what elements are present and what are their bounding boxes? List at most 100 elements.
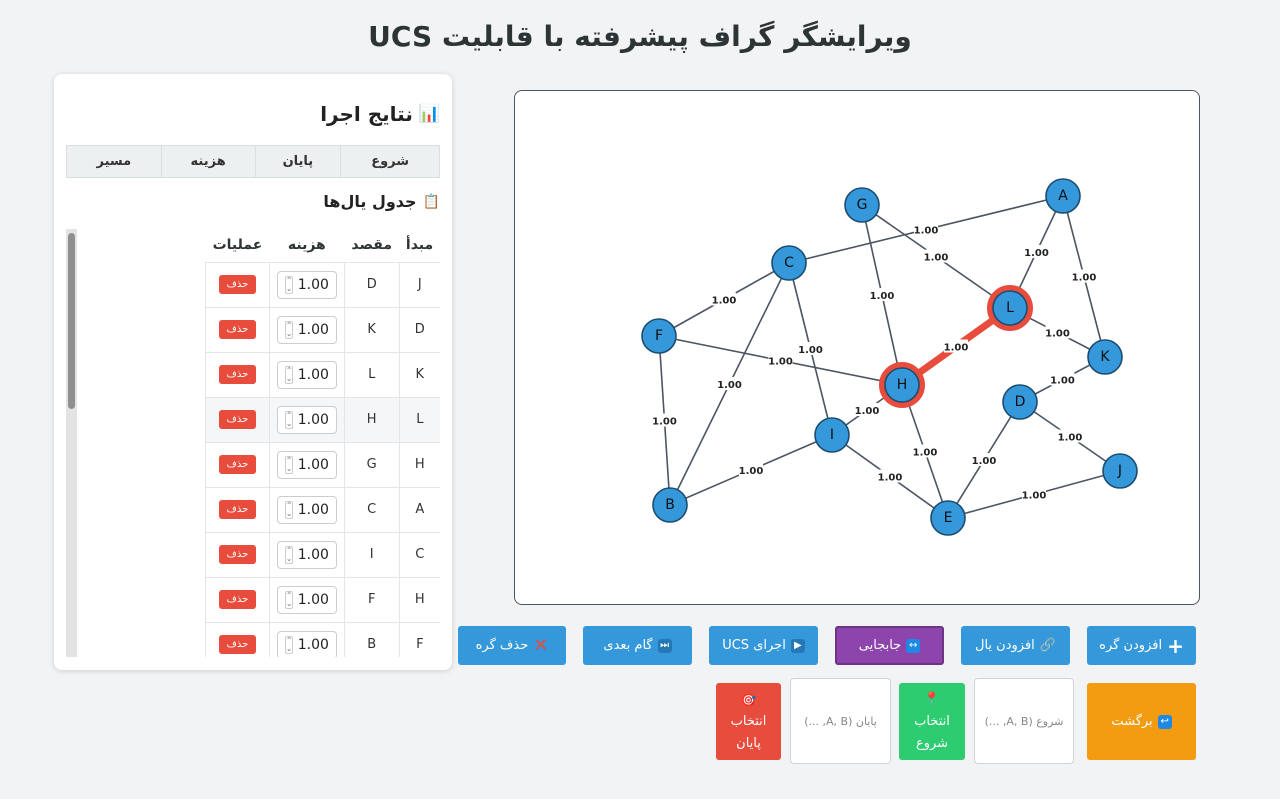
start-node-input[interactable]	[974, 678, 1074, 764]
edge-cost-label: 1.00	[1058, 433, 1083, 444]
add-edge-label: افزودن یال	[975, 638, 1035, 653]
edge-actions-cell: حذف	[205, 396, 270, 442]
select-end-button[interactable]: 🎯 انتخاب پایان	[716, 683, 781, 760]
edge-label-background	[739, 463, 763, 476]
edge-to-cell: I	[343, 531, 400, 577]
node-A[interactable]: A	[1045, 178, 1081, 214]
results-col-end: پایان	[254, 145, 342, 178]
edge-to-cell: D	[343, 261, 400, 307]
edge-to-cell: L	[343, 351, 400, 397]
graph-edge-labels: 1.00 1.00 1.00 1.00 1.00 1.00 1.00 1.00 1.00 1.00…	[652, 222, 1096, 502]
edge-cost-label: 1.00	[1022, 491, 1047, 502]
results-title: 📊 نتایج اجرا	[320, 102, 440, 126]
node-circle[interactable]	[814, 417, 850, 453]
spinner-icon[interactable]: ⌃ ⌄	[284, 590, 293, 609]
node-F[interactable]: F	[641, 318, 677, 354]
edge-cost-input[interactable]: ⌃ ⌄ 1.00	[276, 315, 337, 344]
node-J[interactable]: J	[1102, 453, 1138, 489]
spinner-icon[interactable]: ⌃ ⌄	[284, 500, 293, 519]
edge-cost-label: 1.00	[972, 456, 997, 467]
spinner-icon[interactable]: ⌃ ⌄	[284, 320, 293, 339]
node-K[interactable]: K	[1087, 339, 1123, 375]
node-circle[interactable]	[771, 245, 807, 281]
node-label: J	[1117, 463, 1122, 479]
undo-label: برگشت	[1111, 714, 1153, 729]
edge-label-background	[712, 292, 736, 306]
node-circle[interactable]	[641, 318, 677, 354]
edge-cost-input[interactable]: ⌃ ⌄ 1.00	[276, 360, 337, 389]
edges-col-to: مقصد	[344, 229, 400, 263]
delete-edge-button[interactable]: حذف	[218, 545, 257, 564]
node-circle[interactable]	[992, 290, 1028, 326]
node-circle[interactable]	[1102, 453, 1138, 489]
spinner-icon[interactable]: ⌃ ⌄	[284, 365, 293, 384]
edge-cost-input[interactable]: ⌃ ⌄ 1.00	[276, 495, 337, 524]
delete-edge-button[interactable]: حذف	[218, 455, 257, 474]
add-node-button[interactable]: + افزودن گره	[1087, 626, 1196, 665]
delete-edge-button[interactable]: حذف	[218, 500, 257, 519]
node-circle[interactable]	[1087, 339, 1123, 375]
node-I[interactable]: I	[814, 417, 850, 453]
node-label: I	[830, 427, 834, 443]
spinner-icon[interactable]: ⌃ ⌄	[284, 635, 293, 654]
end-node-input[interactable]	[790, 678, 891, 764]
edge-cost-label: 1.00	[855, 406, 880, 417]
edge-cost-value: 1.00	[297, 276, 329, 293]
node-E[interactable]: E	[930, 500, 966, 536]
node-circle[interactable]	[884, 367, 920, 403]
delete-edge-button[interactable]: حذف	[218, 275, 257, 294]
spinner-icon[interactable]: ⌃ ⌄	[284, 455, 293, 474]
edge-cost-input[interactable]: ⌃ ⌄ 1.00	[276, 270, 337, 299]
node-H[interactable]: H	[879, 362, 925, 408]
delete-edge-button[interactable]: حذف	[218, 410, 257, 429]
next-step-button[interactable]: ⏭ گام بعدی	[583, 626, 692, 665]
node-circle[interactable]	[930, 500, 966, 536]
edge-cost-input[interactable]: ⌃ ⌄ 1.00	[276, 450, 337, 479]
edge-cost-label: 1.00	[1045, 329, 1070, 340]
node-G[interactable]: G	[844, 187, 880, 223]
edge-label-background	[944, 339, 968, 353]
edge-cost-cell: ⌃ ⌄ 1.00	[268, 441, 345, 487]
edge-cost-label: 1.00	[768, 357, 793, 368]
edge-cost-input[interactable]: ⌃ ⌄ 1.00	[276, 405, 337, 434]
edge-cost-cell: ⌃ ⌄ 1.00	[268, 576, 345, 622]
delete-edge-button[interactable]: حذف	[218, 320, 257, 339]
add-edge-button[interactable]: 🔗 افزودن یال	[961, 626, 1070, 665]
results-col-path: مسیر	[66, 145, 162, 178]
move-label: جابجایی	[858, 638, 902, 653]
select-start-button[interactable]: 📍 انتخاب شروع	[899, 683, 965, 760]
select-start-label-line2: شروع	[915, 735, 949, 751]
node-circle[interactable]	[1045, 178, 1081, 214]
node-L[interactable]: L	[987, 285, 1033, 331]
node-highlight-ring	[987, 285, 1033, 331]
node-circle[interactable]	[1002, 384, 1038, 420]
delete-edge-button[interactable]: حذف	[218, 590, 257, 609]
delete-edge-button[interactable]: حذف	[218, 365, 257, 384]
edge-to-cell: H	[343, 396, 400, 442]
edges-scrollbar[interactable]	[66, 229, 77, 657]
run-ucs-button[interactable]: ▶ اجرای UCS	[709, 626, 818, 665]
plus-icon: +	[1167, 633, 1184, 658]
edge-cost-input[interactable]: ⌃ ⌄ 1.00	[276, 585, 337, 614]
edges-table-container[interactable]: مبدأ مقصد هزینه عملیات J D ⌃ ⌄ 1.00 حذف D K ⌃ ⌄ 1.…	[66, 229, 440, 657]
spinner-icon[interactable]: ⌃ ⌄	[284, 275, 293, 294]
edges-scrollbar-thumb[interactable]	[68, 233, 75, 409]
node-circle[interactable]	[652, 487, 688, 523]
spinner-icon[interactable]: ⌃ ⌄	[284, 410, 293, 429]
edge-cost-input[interactable]: ⌃ ⌄ 1.00	[276, 540, 337, 569]
node-B[interactable]: B	[652, 487, 688, 523]
graph-canvas[interactable]: 1.00 1.00 1.00 1.00 1.00 1.00 1.00 1.00 1.00 1.00…	[514, 90, 1200, 605]
edge-cost-input[interactable]: ⌃ ⌄ 1.00	[276, 630, 337, 657]
edge-cost-label: 1.00	[924, 253, 949, 264]
spinner-icon[interactable]: ⌃ ⌄	[284, 545, 293, 564]
delete-node-button[interactable]: ✕ حذف گره	[458, 626, 566, 665]
node-label: G	[857, 197, 868, 213]
node-circle[interactable]	[844, 187, 880, 223]
node-D[interactable]: D	[1002, 384, 1038, 420]
table-row: A C ⌃ ⌄ 1.00 حذف	[205, 486, 440, 532]
node-C[interactable]: C	[771, 245, 807, 281]
move-button[interactable]: ↔ جابجایی	[835, 626, 944, 665]
graph-svg[interactable]: 1.00 1.00 1.00 1.00 1.00 1.00 1.00 1.00 1.00 1.00…	[515, 91, 1201, 606]
undo-button[interactable]: ↩ برگشت	[1087, 683, 1196, 760]
delete-edge-button[interactable]: حذف	[218, 635, 257, 655]
